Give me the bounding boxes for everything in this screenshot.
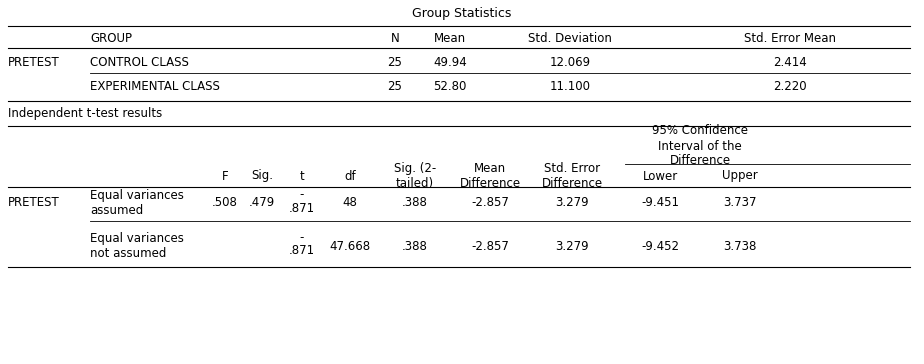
Text: Upper: Upper [723, 170, 758, 182]
Text: 52.80: 52.80 [433, 80, 467, 94]
Text: .871: .871 [289, 245, 315, 257]
Text: Lower: Lower [642, 170, 677, 182]
Text: N: N [391, 32, 399, 44]
Text: 3.279: 3.279 [555, 240, 589, 253]
Text: -2.857: -2.857 [471, 240, 509, 253]
Text: Sig.: Sig. [251, 170, 273, 182]
Text: Equal variances
not assumed: Equal variances not assumed [90, 232, 184, 260]
Text: Independent t-test results: Independent t-test results [8, 107, 163, 120]
Text: 12.069: 12.069 [550, 55, 590, 68]
Text: t: t [299, 170, 304, 182]
Text: 25: 25 [387, 80, 403, 94]
Text: 11.100: 11.100 [550, 80, 590, 94]
Text: -2.857: -2.857 [471, 197, 509, 210]
Text: PRETEST: PRETEST [8, 55, 60, 68]
Text: 3.738: 3.738 [723, 240, 757, 253]
Text: .508: .508 [213, 197, 238, 210]
Text: 2.220: 2.220 [773, 80, 807, 94]
Text: .479: .479 [249, 197, 275, 210]
Text: 47.668: 47.668 [330, 240, 371, 253]
Text: Mean: Mean [434, 32, 466, 44]
Text: CONTROL CLASS: CONTROL CLASS [90, 55, 188, 68]
Text: -: - [299, 189, 304, 202]
Text: .871: .871 [289, 202, 315, 214]
Text: Std. Error
Difference: Std. Error Difference [541, 162, 602, 190]
Text: Std. Deviation: Std. Deviation [528, 32, 612, 44]
Text: -9.452: -9.452 [641, 240, 679, 253]
Text: .388: .388 [402, 197, 428, 210]
Text: Equal variances
assumed: Equal variances assumed [90, 189, 184, 217]
Text: -9.451: -9.451 [641, 197, 679, 210]
Text: Std. Error Mean: Std. Error Mean [744, 32, 836, 44]
Text: 48: 48 [343, 197, 358, 210]
Text: df: df [344, 170, 356, 182]
Text: 49.94: 49.94 [433, 55, 467, 68]
Text: 95% Confidence
Interval of the
Difference: 95% Confidence Interval of the Differenc… [652, 124, 748, 167]
Text: 3.737: 3.737 [723, 197, 757, 210]
Text: .388: .388 [402, 240, 428, 253]
Text: 3.279: 3.279 [555, 197, 589, 210]
Text: Sig. (2-
tailed): Sig. (2- tailed) [394, 162, 436, 190]
Text: Group Statistics: Group Statistics [412, 8, 512, 20]
Text: 25: 25 [387, 55, 403, 68]
Text: -: - [299, 232, 304, 245]
Text: PRETEST: PRETEST [8, 197, 60, 210]
Text: F: F [222, 170, 228, 182]
Text: EXPERIMENTAL CLASS: EXPERIMENTAL CLASS [90, 80, 220, 94]
Text: 2.414: 2.414 [773, 55, 807, 68]
Text: Mean
Difference: Mean Difference [459, 162, 520, 190]
Text: GROUP: GROUP [90, 32, 132, 44]
